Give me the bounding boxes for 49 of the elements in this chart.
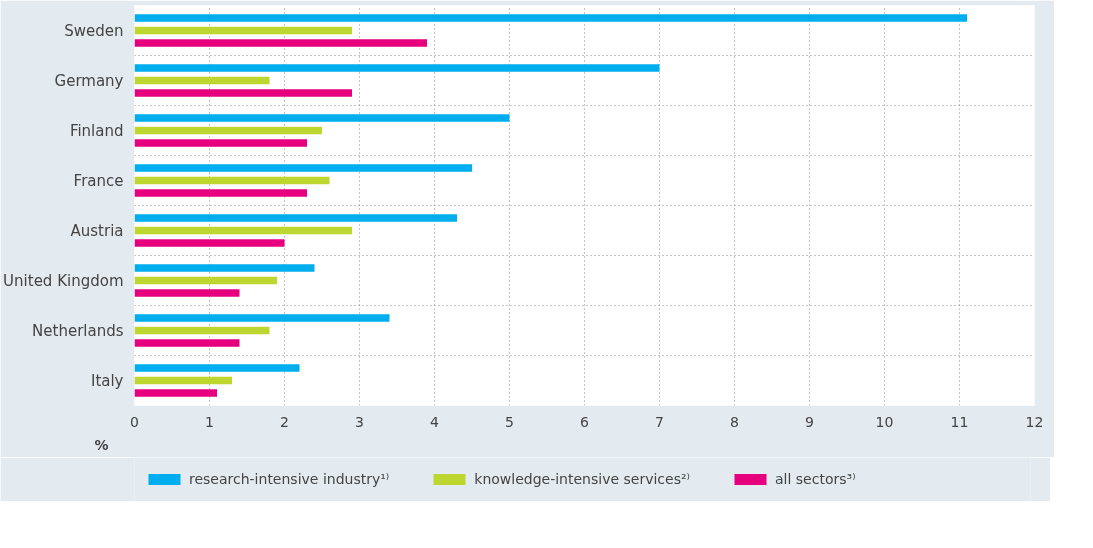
y-tick-label: Netherlands [32, 321, 124, 340]
y-tick-label: France [73, 171, 124, 190]
x-tick-label: 4 [430, 413, 440, 430]
x-tick-label: 8 [730, 413, 739, 430]
bar [134, 264, 315, 272]
x-tick-label: 6 [580, 413, 590, 430]
bar [134, 139, 307, 147]
y-tick-label: United Kingdom [3, 271, 124, 290]
bar [134, 276, 277, 285]
y-tick-label: Austria [70, 221, 124, 240]
bar [134, 164, 472, 172]
legend-label: all sectors³⁾ [775, 471, 856, 487]
y-tick-label: Italy [90, 371, 124, 390]
bar [134, 376, 232, 385]
y-tick-label: Germany [54, 71, 124, 90]
bar [134, 326, 270, 335]
bar [134, 126, 322, 135]
x-tick-label: 0 [130, 413, 139, 430]
bar [134, 289, 240, 297]
bar [134, 226, 352, 235]
x-tick-label: 5 [505, 413, 514, 430]
bar [134, 14, 967, 22]
bar [134, 389, 217, 397]
x-tick-label: 3 [355, 413, 364, 430]
bar [134, 64, 660, 72]
bar [134, 214, 457, 222]
x-tick-label: 10 [875, 413, 894, 430]
bar [134, 39, 427, 47]
bar [134, 239, 285, 247]
y-tick-label: Sweden [64, 21, 124, 40]
bar [134, 76, 270, 85]
bar [134, 176, 330, 185]
x-tick-label: 7 [655, 413, 664, 430]
x-tick-label: 1 [205, 413, 214, 430]
bar [134, 89, 352, 97]
x-tick-label: 12 [1025, 413, 1044, 430]
legend-label: research-intensive industry¹⁾ [189, 471, 390, 487]
y-tick-label: Finland [69, 121, 124, 140]
bar [134, 189, 307, 197]
bar [134, 314, 390, 322]
x-tick-label: 2 [280, 413, 289, 430]
x-axis-title: % [94, 436, 109, 453]
bar [134, 26, 352, 35]
bar [134, 339, 240, 347]
x-tick-label: 11 [950, 413, 969, 430]
bar [134, 364, 300, 372]
bar [134, 114, 510, 122]
legend-label: knowledge-intensive services²⁾ [474, 471, 690, 487]
x-tick-label: 9 [805, 413, 814, 430]
